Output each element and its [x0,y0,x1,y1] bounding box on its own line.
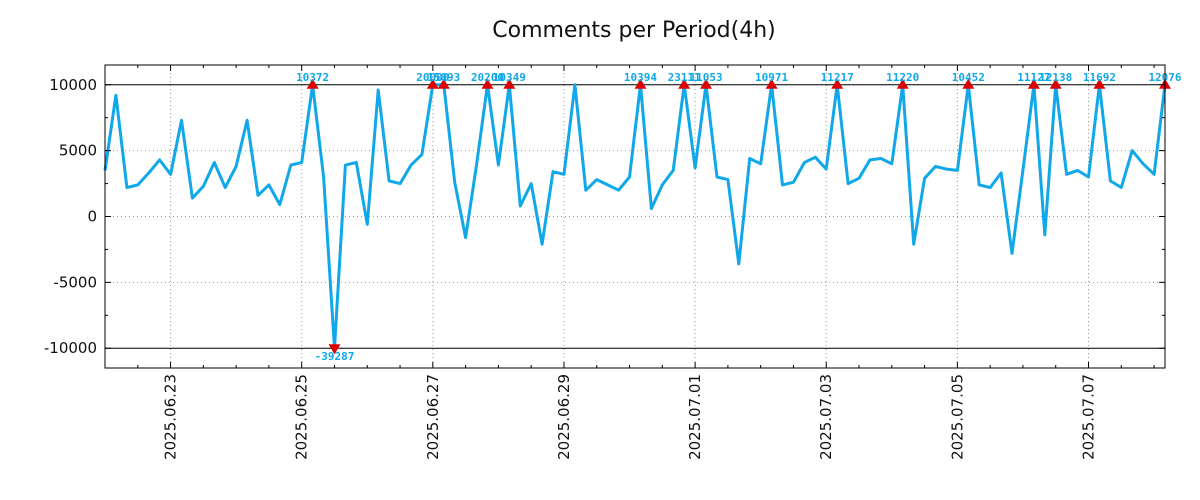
outlier-value-label: 20000 [416,71,449,84]
x-tick-label: 2025.06.25 [293,374,311,460]
x-tick-label: 2025.06.27 [424,374,442,460]
outlier-value-label: 11220 [886,71,919,84]
y-tick-label: -10000 [44,339,97,357]
outlier-marker [503,78,516,89]
x-tick-label: 2025.06.23 [162,374,180,460]
outlier-marker [678,78,691,89]
outlier-marker [765,78,778,89]
outlier-marker [306,78,319,89]
outlier-marker [426,78,439,89]
x-axis: 2025.06.23 2025.06.25 2025.06.27 2025.06.29… [104,65,1155,460]
series-line-comments [103,83,1167,350]
outlier-marker [1049,78,1062,89]
outlier-marker [896,78,909,89]
outlier-value-label: 11692 [1083,71,1116,84]
x-tick-label: 2025.07.03 [817,374,835,460]
y-tick-label: 10000 [49,76,97,94]
outlier-value-label: 10394 [624,71,657,84]
series-layer [103,83,1167,350]
x-tick-label: 2025.07.01 [686,374,704,460]
outlier-value-label: 10971 [755,71,788,84]
x-tick-label: 2025.07.07 [1080,374,1098,460]
outlier-marker [962,78,975,89]
outlier-value-label: 11127 [1017,71,1050,84]
outlier-marker [1027,78,1040,89]
y-tick-label: -5000 [53,273,97,291]
y-tick-label: 5000 [59,142,97,160]
outlier-marker [1093,78,1106,89]
outlier-marker [634,78,647,89]
outlier-value-label: 20200 [471,71,504,84]
outlier-value-label: 10372 [296,71,329,84]
y-tick-label: 0 [87,208,97,226]
outlier-marker [437,78,450,89]
outlier-value-label: 12138 [1039,71,1072,84]
outlier-value-label: 23111 [668,71,701,84]
outlier-marker [481,78,494,89]
x-tick-label: 2025.07.05 [948,374,966,460]
limit-lines [105,84,1165,349]
outlier-value-label: 10349 [493,71,526,84]
outlier-value-label: 11217 [821,71,854,84]
marker-layer [306,78,1171,355]
outlier-marker [328,344,341,355]
outlier-value-label: -39287 [315,350,355,363]
outlier-marker [831,78,844,89]
x-tick-label: 2025.06.29 [555,374,573,460]
outlier-value-label: 10452 [952,71,985,84]
outlier-value-label: 11053 [689,71,722,84]
y-axis: 10000 5000 0 -5000 -10000 [44,76,1165,357]
outlier-value-label: 15093 [427,71,460,84]
chart-title: Comments per Period(4h) [492,18,776,43]
outlier-marker [700,78,713,89]
